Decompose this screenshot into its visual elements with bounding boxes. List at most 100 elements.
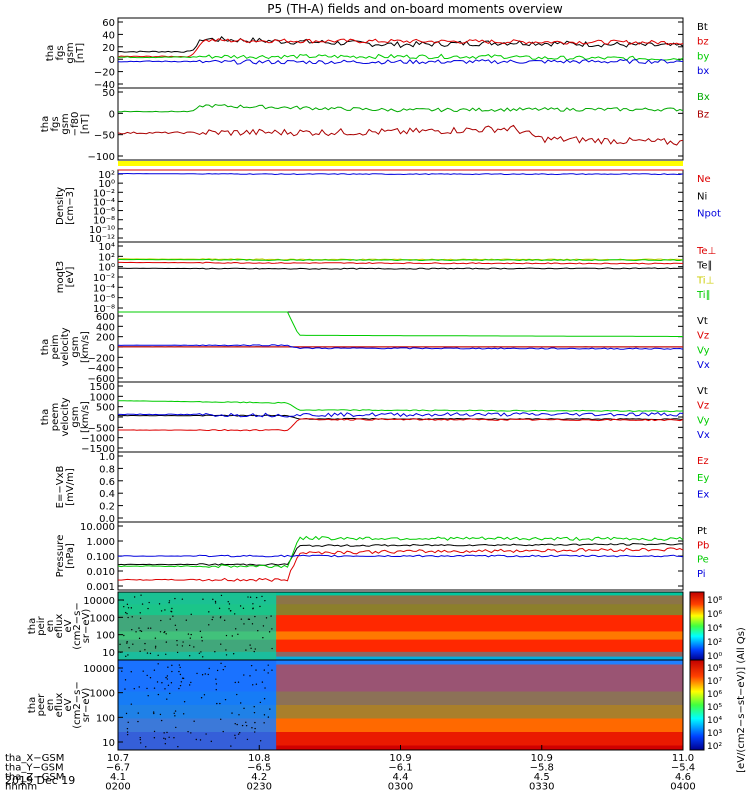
quiet-region (118, 660, 277, 750)
noise-dot (225, 634, 228, 637)
panel-8: 10.000 1.000 0.100 0.010 0.001 Pressure[nPa] P… (55, 521, 709, 593)
legend-Pe: Pe (697, 555, 709, 566)
series-Pt-line (117, 542, 684, 566)
noise-dot (127, 721, 129, 724)
noise-dot (166, 678, 169, 680)
noise-dot (239, 605, 242, 607)
noise-dot (253, 650, 255, 653)
noise-dot (199, 739, 202, 741)
y-tick-label: 60 (102, 18, 115, 29)
noise-dot (135, 631, 137, 633)
noise-dot (259, 701, 262, 704)
noise-dot (142, 670, 144, 672)
noise-dot (124, 611, 127, 614)
legend-Vx: Vx (697, 360, 710, 371)
noise-dot (251, 623, 254, 625)
noise-dot (119, 643, 121, 646)
noise-dot (123, 634, 125, 637)
noise-dot (127, 607, 130, 609)
y-tick-label: 1.0 (99, 452, 115, 463)
legend-Bt: Bt (697, 22, 708, 33)
noise-dot (138, 686, 140, 688)
noise-dot (207, 673, 209, 676)
noise-dot (235, 628, 237, 630)
noise-dot (175, 726, 177, 729)
panel-ylabel: thapeemvelocitygsm[km/s] (40, 397, 91, 436)
legend-Ni: Ni (697, 191, 707, 202)
y-tick-label: 10⁻⁴ (93, 283, 115, 294)
y-tick-label: 1.000 (86, 537, 115, 548)
noise-dot (121, 670, 123, 672)
noise-dot (174, 710, 177, 712)
noise-dot (163, 737, 165, 740)
legend-Vt: Vt (697, 386, 708, 397)
noise-dot (263, 669, 265, 671)
noise-dot (229, 610, 232, 612)
noise-dot (170, 682, 173, 684)
series-Vx-line (118, 412, 684, 418)
series-Ti⊥-line (117, 258, 684, 261)
noise-dot (147, 627, 149, 629)
noise-dot (204, 673, 206, 675)
noise-dot (245, 724, 248, 727)
noise-dot (193, 646, 195, 648)
noise-dot (212, 598, 214, 601)
noise-dot (164, 743, 167, 745)
noise-dot (239, 731, 241, 734)
legend-Vy: Vy (697, 415, 710, 426)
noise-dot (231, 712, 233, 714)
noise-dot (234, 723, 236, 725)
noise-dot (157, 663, 159, 665)
noise-dot (146, 652, 149, 654)
y-tick-label: −100 (88, 152, 115, 163)
legend-Pi: Pi (697, 569, 706, 580)
y-tick-label: 0.2 (99, 502, 115, 513)
noise-dot (131, 628, 133, 631)
noise-dot (169, 692, 171, 695)
noise-dot (234, 737, 237, 739)
noise-dot (141, 603, 144, 605)
noise-dot (228, 608, 230, 610)
y-tick-label: 0.6 (99, 477, 115, 488)
noise-dot (153, 687, 156, 689)
noise-dot (133, 596, 136, 598)
y-tick-label: 10⁻² (93, 188, 115, 199)
y-tick-label: 10⁻¹² (89, 234, 115, 245)
noise-dot (238, 714, 240, 716)
y-tick-label: 50 (102, 88, 115, 99)
noise-dot (165, 653, 167, 655)
noise-dot (214, 600, 217, 603)
noise-dot (245, 649, 247, 651)
y-tick-label: −1000 (81, 434, 115, 445)
colorbar-tick-label: 10² (707, 742, 722, 752)
legend-Bz: Bz (697, 109, 709, 120)
noise-dot (187, 730, 189, 733)
noise-dot (133, 688, 135, 690)
y-tick-label: −500 (88, 423, 115, 434)
active-region (276, 595, 683, 657)
x-row-label: hhmm (5, 782, 37, 793)
x-tick-label: 10.7 (107, 753, 129, 764)
noise-dot (171, 664, 173, 667)
noise-dot (169, 618, 171, 620)
noise-dot (252, 608, 254, 610)
legend-Ez: Ez (697, 456, 709, 467)
noise-dot (179, 673, 182, 676)
noise-dot (196, 672, 198, 675)
noise-dot (154, 647, 157, 649)
noise-dot (164, 688, 166, 690)
noise-dot (181, 598, 184, 600)
legend-Bx: Bx (697, 92, 710, 103)
y-tick-label: 0.100 (86, 552, 115, 563)
panel-ylabel: moqt3[eV] (55, 261, 76, 294)
legend-bx: bx (697, 66, 709, 77)
legend-bz: bz (697, 37, 709, 48)
noise-dot (199, 630, 202, 633)
panel-frame (117, 241, 684, 313)
noise-dot (264, 599, 266, 602)
noise-dot (190, 681, 192, 684)
noise-dot (153, 737, 156, 739)
